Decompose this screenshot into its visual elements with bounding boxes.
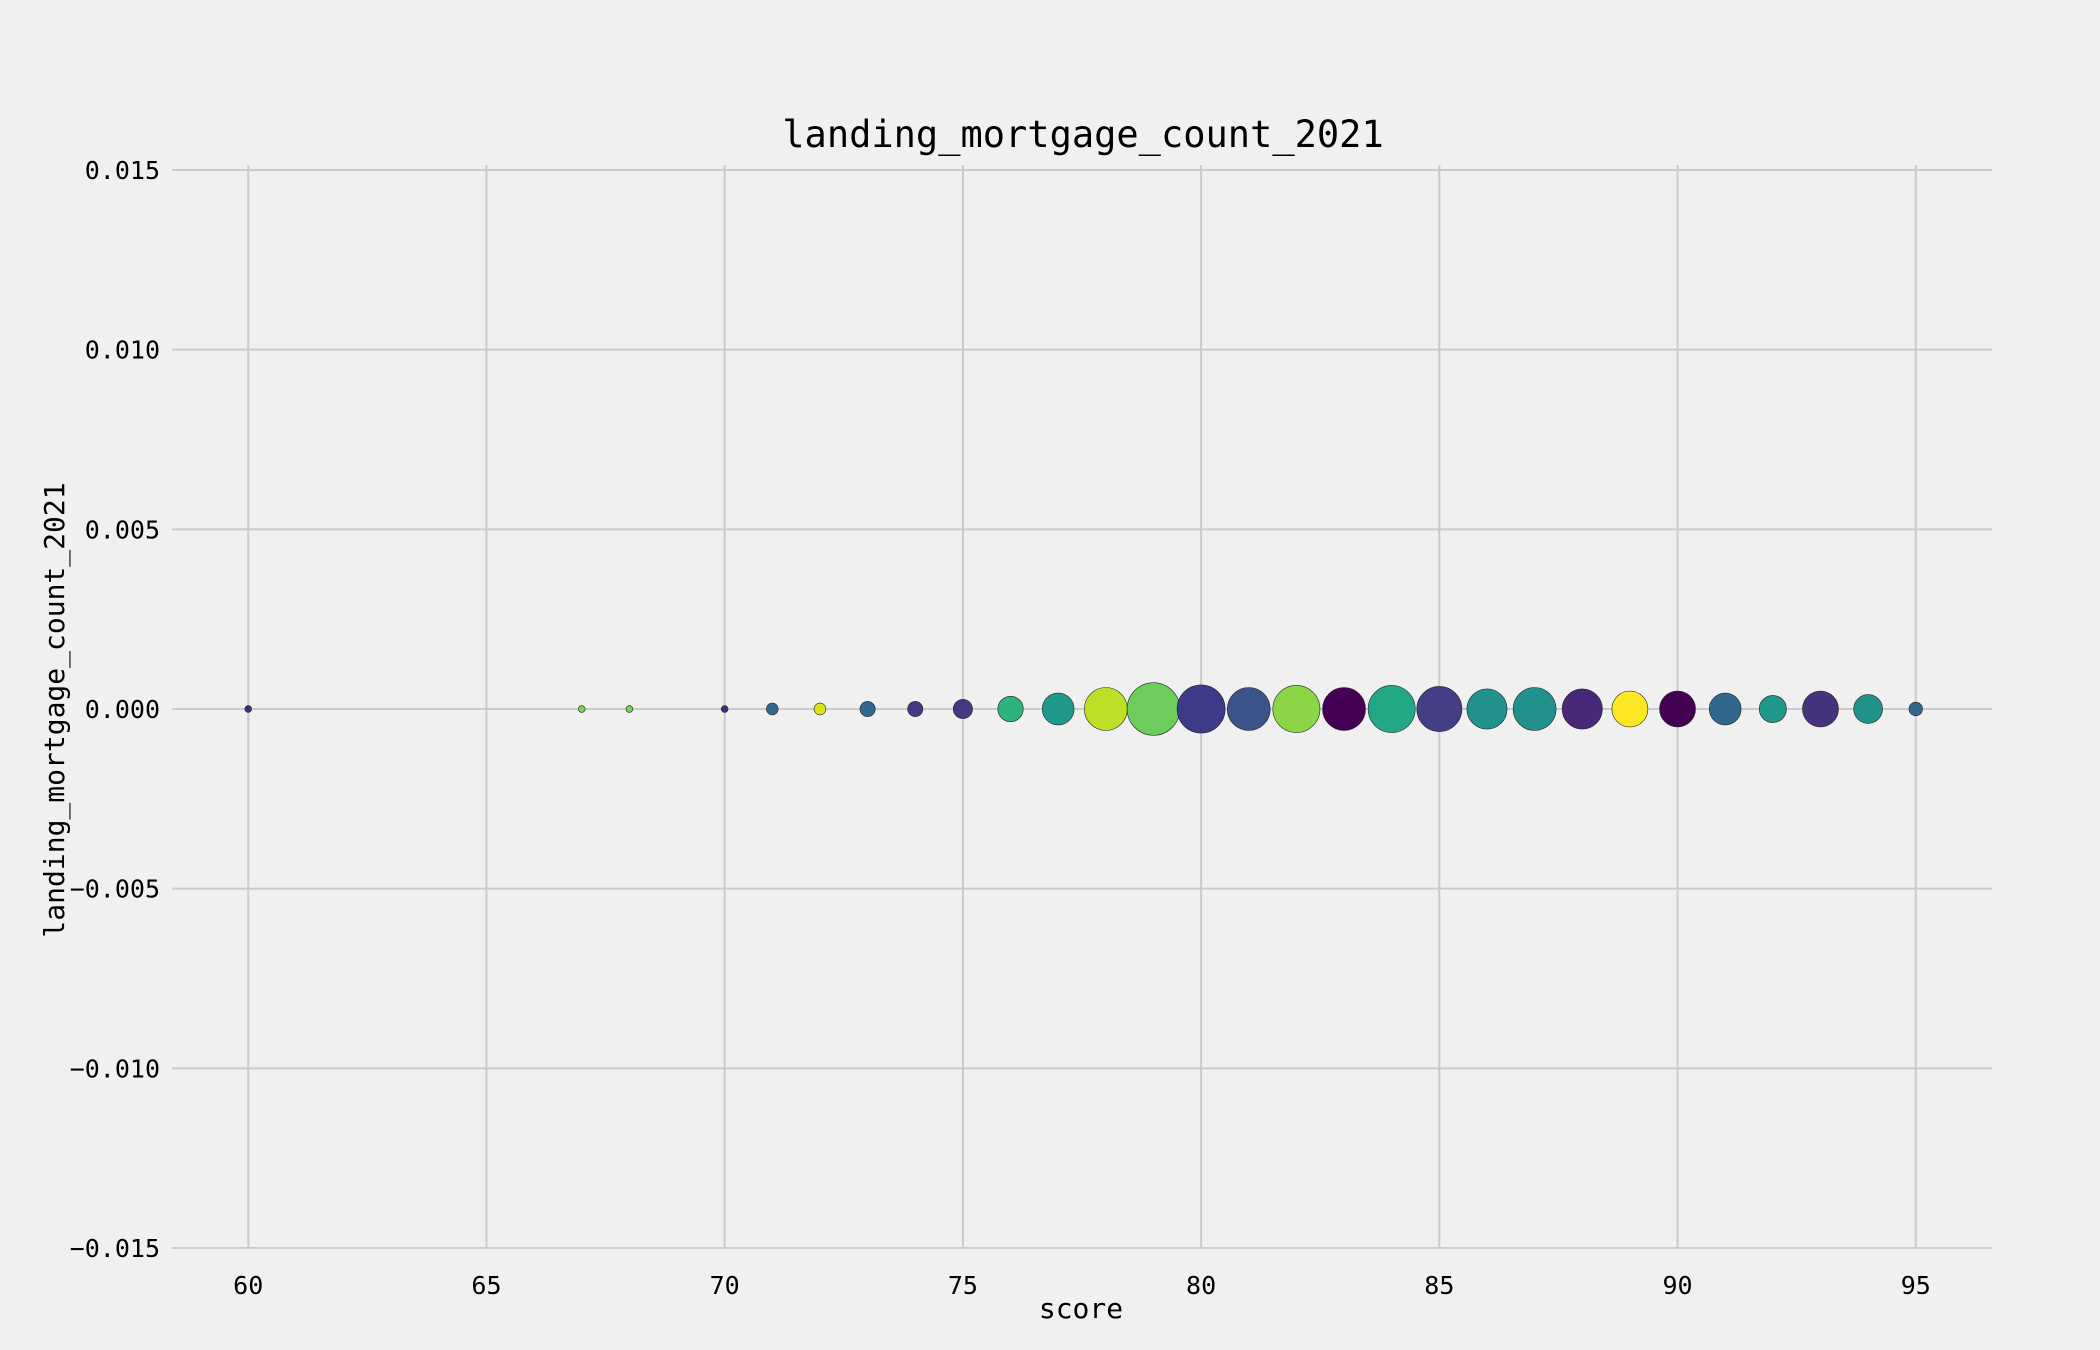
y-tick-label: 0.005 xyxy=(85,515,160,544)
data-point xyxy=(625,705,634,713)
data-point xyxy=(1908,701,1923,717)
data-point xyxy=(1758,695,1787,723)
data-point xyxy=(1226,687,1271,731)
data-point xyxy=(244,705,252,713)
data-point xyxy=(1853,694,1883,724)
data-point xyxy=(578,705,586,713)
y-tick-label: −0.015 xyxy=(70,1234,160,1263)
data-point xyxy=(766,702,779,716)
data-point xyxy=(1176,684,1226,734)
x-tick-label: 80 xyxy=(1186,1271,1216,1300)
x-tick-label: 70 xyxy=(710,1271,740,1300)
y-tick-label: 0.010 xyxy=(85,336,160,365)
data-point xyxy=(1322,687,1366,731)
data-point xyxy=(907,701,924,717)
y-axis-label: landing_mortgage_count_2021 xyxy=(38,482,72,937)
y-tick-label: 0.015 xyxy=(85,156,160,185)
data-point xyxy=(813,702,827,716)
data-point xyxy=(1802,690,1839,728)
x-tick-label: 90 xyxy=(1662,1271,1692,1300)
x-axis-label: score xyxy=(1039,1292,1123,1325)
y-tick-label: −0.010 xyxy=(70,1054,160,1083)
data-point xyxy=(1708,692,1742,726)
x-tick-label: 85 xyxy=(1424,1271,1454,1300)
data-point xyxy=(1611,690,1649,728)
x-tick-label: 75 xyxy=(948,1271,978,1300)
data-point xyxy=(1126,682,1181,736)
data-points xyxy=(244,682,1923,736)
chart-title: landing_mortgage_count_2021 xyxy=(782,113,1383,157)
data-point xyxy=(1659,690,1696,728)
x-tick-label: 60 xyxy=(233,1271,263,1300)
data-point xyxy=(1512,687,1557,731)
data-point xyxy=(1416,686,1463,732)
data-point xyxy=(997,695,1024,723)
data-point xyxy=(1041,692,1075,726)
tick-labels: 60 65 70 75 80 85 90 95 0.015 0.010 0.005 0.000 −0.0… xyxy=(70,156,1931,1300)
data-point xyxy=(859,701,876,717)
data-point xyxy=(1084,687,1128,731)
data-point xyxy=(1367,685,1416,733)
y-tick-label: 0.000 xyxy=(85,695,160,724)
data-point xyxy=(720,705,729,713)
x-tick-label: 95 xyxy=(1901,1271,1931,1300)
data-point xyxy=(1466,688,1508,730)
data-point xyxy=(1561,688,1603,730)
data-point xyxy=(952,699,973,719)
y-tick-label: −0.005 xyxy=(70,875,160,904)
x-tick-label: 65 xyxy=(471,1271,501,1300)
data-point xyxy=(1272,685,1321,733)
